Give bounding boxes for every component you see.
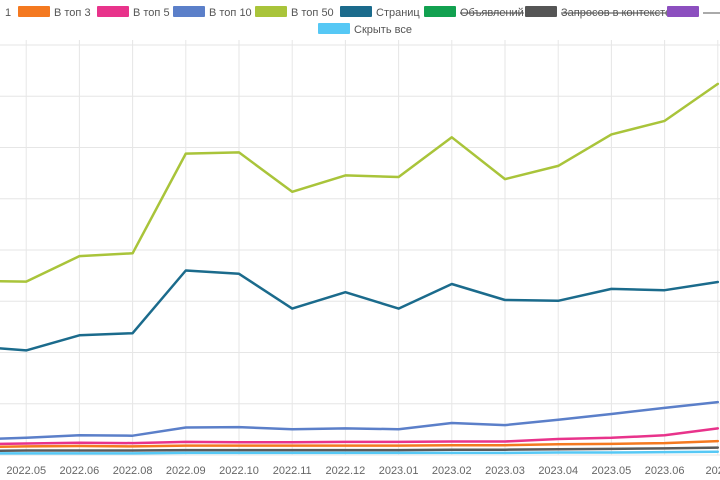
x-tick-label: 2022.05 — [6, 465, 46, 477]
legend-item-1[interactable]: 1 — [5, 7, 11, 19]
legend-label: В топ 50 — [291, 7, 334, 19]
series-lines — [0, 82, 720, 455]
legend-item-в-топ-10[interactable]: В топ 10 — [173, 6, 252, 19]
legend-swatch — [97, 6, 129, 17]
x-tick-label: 2022.08 — [113, 465, 153, 477]
x-axis-ticks: 2022.05 2022.06 2022.08 2022.09 2022.10 2022.… — [6, 465, 720, 477]
series-line-1 — [0, 446, 720, 452]
x-tick-label: 2022.09 — [166, 465, 206, 477]
legend-swatch — [525, 6, 557, 17]
legend-swatch — [18, 6, 50, 17]
legend-item-страниц[interactable]: Страниц — [340, 6, 420, 19]
series-line-в-топ-5 — [0, 427, 720, 446]
legend: 1 В топ 3 В топ 5 В топ 10 В топ 50 Страниц Об… — [5, 6, 720, 36]
legend-item-объявлений[interactable]: Объявлений — [424, 6, 524, 19]
legend-item-в-топ-3[interactable]: В топ 3 — [18, 6, 91, 19]
x-tick-label: 2023.03 — [485, 465, 525, 477]
legend-label: 1 — [5, 7, 11, 19]
x-tick-label: 2022.11 — [273, 465, 312, 477]
x-tick-label: 2023.05 — [592, 465, 632, 477]
legend-label: Объявлений — [460, 7, 524, 19]
x-tick-label: 2023.01 — [379, 465, 419, 477]
legend-swatch — [340, 6, 372, 17]
x-tick-label: 2023 — [706, 465, 720, 477]
x-tick-label: 2023.04 — [538, 465, 578, 477]
x-tick-label: 2022.12 — [326, 465, 366, 477]
legend-swatch — [667, 6, 699, 17]
x-tick-label: 2022.10 — [219, 465, 259, 477]
legend-label: Запросов в контексте — [561, 7, 671, 19]
series-line-страниц — [0, 269, 720, 352]
x-tick-label: 2022.06 — [60, 465, 100, 477]
legend-item-скрыть-все[interactable]: Скрыть все — [318, 23, 412, 36]
legend-label: Скрыть все — [354, 24, 412, 36]
x-tick-label: 2023.06 — [645, 465, 685, 477]
legend-item-unnamed[interactable] — [667, 6, 720, 17]
legend-item-в-топ-5[interactable]: В топ 5 — [97, 6, 170, 19]
legend-label: В топ 10 — [209, 7, 252, 19]
legend-swatch — [424, 6, 456, 17]
legend-label: В топ 5 — [133, 7, 170, 19]
legend-swatch — [173, 6, 205, 17]
series-line-в-топ-3 — [0, 439, 720, 449]
x-tick-label: 2023.02 — [432, 465, 472, 477]
legend-swatch — [318, 23, 350, 34]
series-line-скрыть-все — [0, 450, 720, 455]
legend-item-запросов-в-контексте[interactable]: Запросов в контексте — [525, 6, 671, 19]
legend-item-в-топ-50[interactable]: В топ 50 — [255, 6, 334, 19]
series-line-в-топ-10 — [0, 400, 720, 440]
grid — [0, 40, 720, 456]
legend-label: Страниц — [376, 7, 420, 19]
legend-label: В топ 3 — [54, 7, 91, 19]
legend-swatch — [255, 6, 287, 17]
series-line-в-топ-50 — [0, 82, 720, 283]
